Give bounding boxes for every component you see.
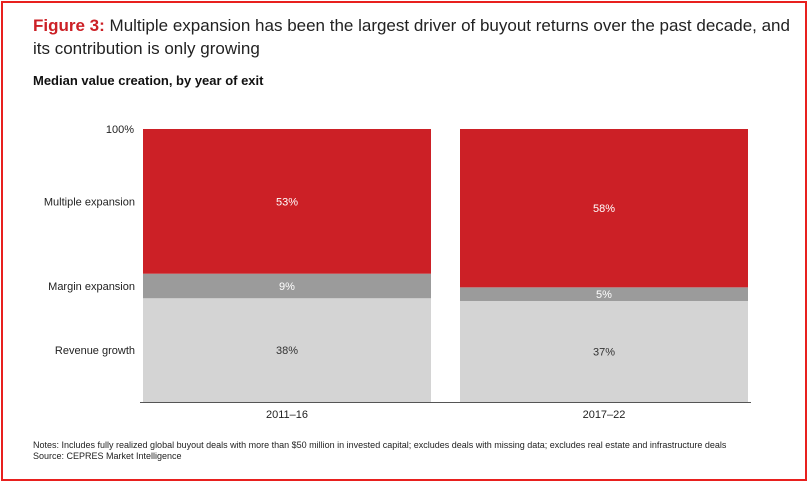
bar-segment-revenue-growth-1 <box>460 300 748 402</box>
legend-label-multiple-expansion: Multiple expansion <box>44 196 135 208</box>
data-label-margin-expansion-1: 5% <box>596 289 612 301</box>
x-tick-label-1: 2017–22 <box>583 409 626 421</box>
data-label-revenue-growth-1: 37% <box>593 346 615 358</box>
source-text: Source: CEPRES Market Intelligence <box>33 451 182 461</box>
notes-text: Notes: Includes fully realized global bu… <box>33 440 727 450</box>
x-tick-label-0: 2011–16 <box>266 409 308 421</box>
data-label-multiple-expansion-0: 53% <box>276 196 298 208</box>
bar-segment-margin-expansion-0 <box>143 273 431 299</box>
bar-segment-margin-expansion-1 <box>460 287 748 301</box>
data-label-margin-expansion-0: 9% <box>279 281 295 293</box>
bar-segment-multiple-expansion-1 <box>460 129 748 288</box>
figure-label: Figure 3: <box>33 16 105 35</box>
bar-segment-revenue-growth-0 <box>143 298 431 402</box>
legend-label-revenue-growth: Revenue growth <box>55 345 135 357</box>
y-axis-top-label: 100% <box>106 124 134 136</box>
notes-block: Notes: Includes fully realized global bu… <box>33 440 773 462</box>
legend-label-margin-expansion: Margin expansion <box>48 281 135 293</box>
bar-segment-multiple-expansion-0 <box>143 129 431 274</box>
data-label-multiple-expansion-1: 58% <box>593 203 615 215</box>
figure-title: Figure 3: Multiple expansion has been th… <box>33 14 793 60</box>
chart-subtitle: Median value creation, by year of exit <box>33 73 264 88</box>
data-label-revenue-growth-0: 38% <box>276 345 298 357</box>
figure-title-text: Multiple expansion has been the largest … <box>33 16 790 58</box>
